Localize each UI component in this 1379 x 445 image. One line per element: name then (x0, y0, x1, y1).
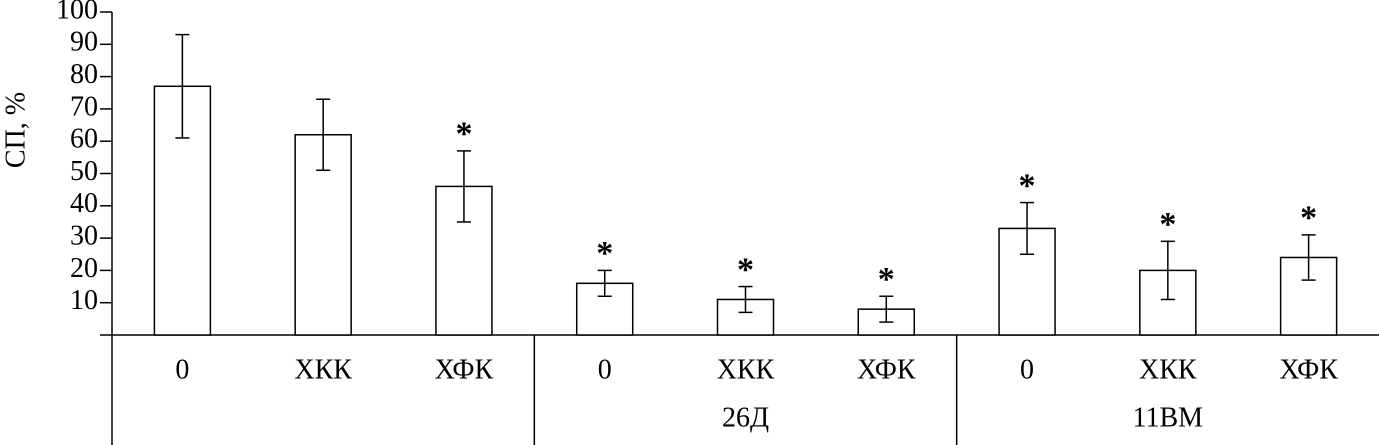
error-bar (738, 285, 753, 314)
y-tick-label: 70 (70, 91, 98, 122)
significance-mark: * (878, 261, 895, 298)
y-tick-label: 40 (70, 188, 98, 219)
y-tick-label: 20 (70, 253, 98, 284)
y-tick-label: 100 (56, 0, 98, 25)
x-tick-label: ХКК (717, 354, 775, 385)
significance-mark: * (1159, 206, 1176, 243)
error-bar (456, 150, 471, 223)
significance-mark: * (1019, 167, 1036, 204)
error-bar (1160, 240, 1175, 301)
error-bar (879, 295, 894, 323)
error-bar (175, 33, 190, 139)
error-bar (316, 98, 331, 172)
y-tick-label: 10 (70, 285, 98, 316)
significance-mark: * (737, 251, 754, 288)
significance-mark: * (596, 235, 613, 272)
error-bar (1020, 201, 1035, 255)
x-tick-label: ХФК (857, 354, 916, 385)
significance-mark: * (455, 116, 472, 153)
y-tick-label: 50 (70, 156, 98, 187)
y-tick-label: 60 (70, 124, 98, 155)
y-tick-label: 90 (70, 27, 98, 58)
y-axis-label: СП, % (0, 92, 31, 168)
x-tick-label: 0 (1020, 354, 1034, 385)
x-tick-label: ХФК (1279, 354, 1338, 385)
x-tick-label: ХКК (294, 354, 352, 385)
x-tick-label: ХКК (1139, 354, 1197, 385)
significance-mark: * (1300, 200, 1317, 237)
group-label: 26Д (722, 402, 769, 433)
x-tick-label: 0 (175, 354, 189, 385)
error-bar (1301, 234, 1316, 281)
group-label: 11ВМ (1133, 402, 1204, 433)
y-tick-label: 80 (70, 59, 98, 90)
error-bar (597, 269, 612, 297)
x-tick-label: ХФК (435, 354, 494, 385)
x-tick-label: 0 (598, 354, 612, 385)
y-tick-label: 30 (70, 221, 98, 252)
